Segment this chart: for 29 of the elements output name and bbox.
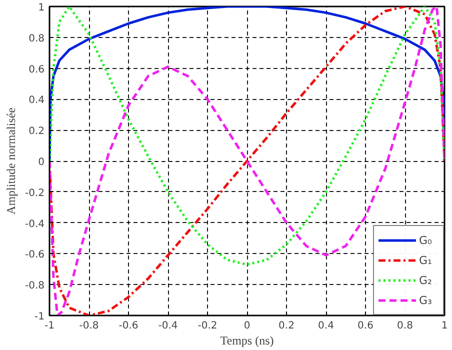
y-tick-label: 0.6	[28, 64, 45, 76]
x-tick-label: 0.6	[358, 320, 374, 332]
legend-label: G₂	[419, 274, 433, 286]
y-axis-title: Amplitude normalisée	[4, 108, 18, 214]
y-tick-label: 0	[38, 157, 45, 168]
y-tick-label: 1	[38, 2, 45, 14]
line-series	[50, 6, 444, 266]
y-tick-label: -1	[34, 312, 45, 322]
legend-label: G₁	[419, 254, 433, 266]
x-tick-label: -0.6	[118, 320, 138, 332]
x-tick-label: 0.2	[278, 320, 294, 332]
y-tick-label: 0.4	[28, 95, 45, 106]
x-axis-title: Temps (ns)	[220, 334, 274, 348]
x-tick-label: 0.4	[318, 320, 334, 332]
legend-label: G₀	[419, 234, 433, 246]
x-tick-label: 0	[244, 320, 250, 332]
x-tick-label: -0.2	[198, 320, 218, 332]
x-tick-label: -0.8	[79, 320, 99, 332]
y-tick-label: -0.8	[24, 280, 45, 292]
y-tick-label: -0.6	[24, 250, 45, 261]
y-tick-label: 0.8	[28, 33, 45, 44]
y-tick-label: -0.4	[24, 218, 45, 230]
legend-label: G₃	[419, 294, 433, 306]
x-tick-label: 1	[441, 320, 448, 332]
line-series	[50, 6, 444, 316]
x-tick-label: -0.4	[158, 320, 178, 332]
y-tick-label: 0.2	[28, 126, 45, 138]
x-tick-label: 0.8	[397, 320, 413, 332]
y-tick-label: -0.2	[24, 188, 45, 199]
